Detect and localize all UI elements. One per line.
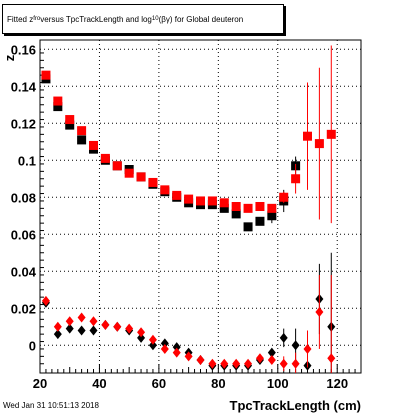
data-point-diamond [77, 312, 86, 323]
data-point-square [207, 196, 217, 206]
data-point-diamond [113, 321, 122, 332]
data-point-diamond [148, 334, 157, 345]
data-point-diamond [65, 323, 74, 334]
data-point-diamond [315, 306, 324, 317]
data-point-diamond [65, 316, 74, 327]
data-point-square [41, 70, 51, 80]
x-tick-label: 100 [267, 376, 289, 391]
data-point-square [53, 102, 63, 112]
title-part-1: Fitted z [7, 14, 34, 24]
y-tick-label: 0.12 [11, 116, 36, 131]
data-point-square [148, 177, 158, 187]
data-point-square [291, 174, 301, 184]
data-point-diamond [53, 321, 62, 332]
data-point-diamond [208, 358, 217, 369]
data-point-diamond [279, 358, 288, 369]
data-point-diamond [101, 319, 110, 330]
data-point-square [124, 168, 134, 178]
data-point-square [326, 129, 336, 139]
data-point-diamond [244, 358, 253, 369]
data-point-square [219, 203, 229, 213]
data-point-diamond [184, 351, 193, 362]
title-part-3: (βγ) for Global deuteron [158, 14, 244, 24]
data-point-diamond [125, 323, 134, 334]
y-tick-label: 0.16 [11, 42, 36, 57]
x-tick-label: 80 [211, 376, 225, 391]
y-tick-label: 0.04 [11, 264, 37, 279]
data-point-square [172, 190, 182, 200]
data-point-square [196, 196, 205, 206]
x-tick-label: 60 [152, 376, 166, 391]
data-point-square [89, 140, 98, 150]
data-point-square [255, 202, 265, 211]
x-tick-label: 20 [33, 376, 47, 391]
y-tick-label: 0.06 [11, 227, 36, 242]
y-tick-label: 0.02 [11, 301, 36, 316]
y-tick-label: 0 [29, 338, 36, 353]
data-point-diamond [267, 347, 276, 358]
data-point-diamond [196, 355, 205, 366]
data-point-square [267, 203, 277, 213]
data-point-diamond [255, 353, 264, 364]
data-point-square [231, 202, 241, 211]
data-point-diamond [172, 342, 181, 353]
title-sub-1: fro [33, 16, 41, 22]
data-point-square [160, 185, 170, 195]
x-tick-label: 120 [326, 376, 348, 391]
data-point-diamond [327, 353, 336, 364]
data-point-square [112, 161, 122, 171]
data-point-diamond [89, 316, 98, 327]
x-tick-label: 40 [92, 376, 106, 391]
data-point-diamond [291, 340, 300, 351]
data-point-square [314, 139, 324, 149]
data-point-square [100, 153, 110, 163]
data-point-square [65, 120, 75, 130]
x-axis-label: TpcTrackLength (cm) [230, 398, 361, 413]
data-point-diamond [53, 329, 62, 340]
data-point-square [65, 115, 75, 125]
data-point-square [184, 194, 194, 204]
data-point-diamond [89, 325, 98, 336]
data-point-diamond [137, 332, 146, 343]
data-point-square [77, 126, 87, 136]
data-point-diamond [160, 343, 169, 354]
data-point-diamond [232, 358, 241, 369]
data-point-square [53, 96, 63, 106]
timestamp-footer: Wed Jan 31 10:51:13 2018 [3, 401, 99, 410]
data-point-square [279, 192, 289, 202]
data-point-square [136, 172, 146, 182]
data-point-diamond [267, 355, 276, 366]
data-point-diamond [41, 295, 50, 306]
data-point-square [303, 131, 312, 141]
data-point-square [231, 209, 241, 219]
data-point-diamond [160, 338, 169, 349]
data-point-diamond [77, 325, 86, 336]
title-part-2: versus TpcTrackLength and log [40, 14, 152, 24]
data-point-diamond [303, 343, 312, 354]
data-point-square [243, 222, 253, 232]
data-point-diamond [172, 347, 181, 358]
data-point-diamond [220, 358, 229, 369]
data-point-diamond [279, 332, 288, 343]
y-axis-label: z [2, 54, 17, 61]
y-tick-label: 0.14 [11, 79, 37, 94]
data-point-diamond [148, 340, 157, 351]
data-point-diamond [137, 327, 146, 338]
data-point-square [243, 203, 253, 213]
chart-title: Fitted z fro versus TpcTrackLength and lo… [2, 4, 284, 34]
title-sub-2: 10 [151, 16, 159, 22]
data-point-diamond [291, 358, 300, 369]
data-point-square [77, 135, 87, 145]
data-point-square [219, 198, 229, 208]
data-point-square [267, 211, 277, 221]
y-tick-label: 0.1 [18, 153, 36, 168]
data-point-square [255, 216, 265, 226]
y-tick-label: 0.08 [11, 190, 36, 205]
